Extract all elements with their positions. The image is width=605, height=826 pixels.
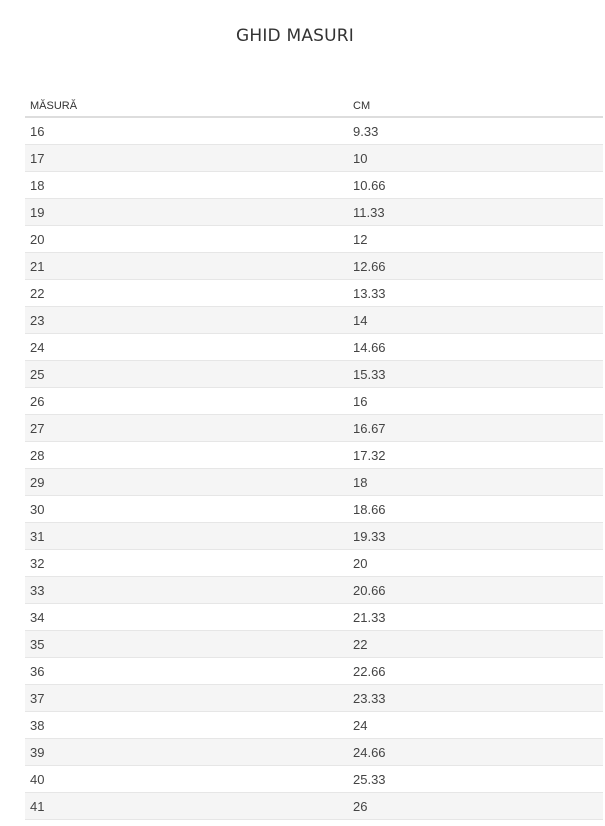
size-cell: 37	[25, 684, 348, 712]
cm-cell: 18	[348, 468, 603, 496]
table-body: 16 9.33 17 10 18 10.66 19 11.33 20 12 21 12.66 22 13.…	[25, 117, 603, 820]
table-row: 38 24	[25, 711, 603, 739]
cm-cell: 18.66	[348, 495, 603, 523]
cm-cell: 9.33	[348, 117, 603, 145]
size-cell: 34	[25, 603, 348, 631]
size-cell: 39	[25, 738, 348, 766]
size-cell: 22	[25, 279, 348, 307]
table-row: 20 12	[25, 225, 603, 253]
cm-cell: 22.66	[348, 657, 603, 685]
table-row: 27 16.67	[25, 414, 603, 442]
size-cell: 36	[25, 657, 348, 685]
size-cell: 19	[25, 198, 348, 226]
table-row: 24 14.66	[25, 333, 603, 361]
cm-cell: 14	[348, 306, 603, 334]
size-cell: 30	[25, 495, 348, 523]
size-cell: 27	[25, 414, 348, 442]
table-row: 22 13.33	[25, 279, 603, 307]
cm-cell: 24.66	[348, 738, 603, 766]
size-guide-table: MĂSURĂ CM 16 9.33 17 10 18 10.66 19 11.33 20 12 21…	[25, 90, 603, 820]
size-cell: 41	[25, 792, 348, 820]
cm-cell: 10.66	[348, 171, 603, 199]
table-row: 16 9.33	[25, 117, 603, 145]
table-row: 40 25.33	[25, 765, 603, 793]
table-header-row: MĂSURĂ CM	[25, 90, 603, 118]
table-row: 36 22.66	[25, 657, 603, 685]
table-row: 31 19.33	[25, 522, 603, 550]
cm-cell: 24	[348, 711, 603, 739]
size-cell: 38	[25, 711, 348, 739]
header-size: MĂSURĂ	[25, 90, 348, 118]
size-cell: 35	[25, 630, 348, 658]
table-row: 33 20.66	[25, 576, 603, 604]
table-row: 32 20	[25, 549, 603, 577]
cm-cell: 13.33	[348, 279, 603, 307]
cm-cell: 19.33	[348, 522, 603, 550]
table-row: 34 21.33	[25, 603, 603, 631]
header-cm: CM	[348, 90, 603, 118]
cm-cell: 25.33	[348, 765, 603, 793]
table-row: 41 26	[25, 792, 603, 820]
cm-cell: 22	[348, 630, 603, 658]
cm-cell: 23.33	[348, 684, 603, 712]
cm-cell: 16.67	[348, 414, 603, 442]
table-row: 35 22	[25, 630, 603, 658]
table-row: 30 18.66	[25, 495, 603, 523]
cm-cell: 20.66	[348, 576, 603, 604]
page-title: GHID MASURI	[235, 26, 355, 46]
size-cell: 23	[25, 306, 348, 334]
size-cell: 20	[25, 225, 348, 253]
cm-cell: 26	[348, 792, 603, 820]
cm-cell: 14.66	[348, 333, 603, 361]
table-row: 28 17.32	[25, 441, 603, 469]
cm-cell: 20	[348, 549, 603, 577]
table-row: 23 14	[25, 306, 603, 334]
size-cell: 17	[25, 144, 348, 172]
size-cell: 32	[25, 549, 348, 577]
size-cell: 28	[25, 441, 348, 469]
cm-cell: 12.66	[348, 252, 603, 280]
size-cell: 26	[25, 387, 348, 415]
cm-cell: 16	[348, 387, 603, 415]
cm-cell: 17.32	[348, 441, 603, 469]
cm-cell: 12	[348, 225, 603, 253]
size-cell: 21	[25, 252, 348, 280]
size-cell: 31	[25, 522, 348, 550]
table-row: 37 23.33	[25, 684, 603, 712]
cm-cell: 10	[348, 144, 603, 172]
table-row: 26 16	[25, 387, 603, 415]
size-cell: 25	[25, 360, 348, 388]
cm-cell: 21.33	[348, 603, 603, 631]
cm-cell: 15.33	[348, 360, 603, 388]
size-cell: 29	[25, 468, 348, 496]
table-row: 21 12.66	[25, 252, 603, 280]
size-cell: 40	[25, 765, 348, 793]
table-row: 39 24.66	[25, 738, 603, 766]
table-row: 18 10.66	[25, 171, 603, 199]
size-cell: 24	[25, 333, 348, 361]
size-cell: 18	[25, 171, 348, 199]
table-row: 19 11.33	[25, 198, 603, 226]
cm-cell: 11.33	[348, 198, 603, 226]
table-row: 25 15.33	[25, 360, 603, 388]
table-row: 17 10	[25, 144, 603, 172]
size-cell: 33	[25, 576, 348, 604]
size-cell: 16	[25, 117, 348, 145]
table-row: 29 18	[25, 468, 603, 496]
